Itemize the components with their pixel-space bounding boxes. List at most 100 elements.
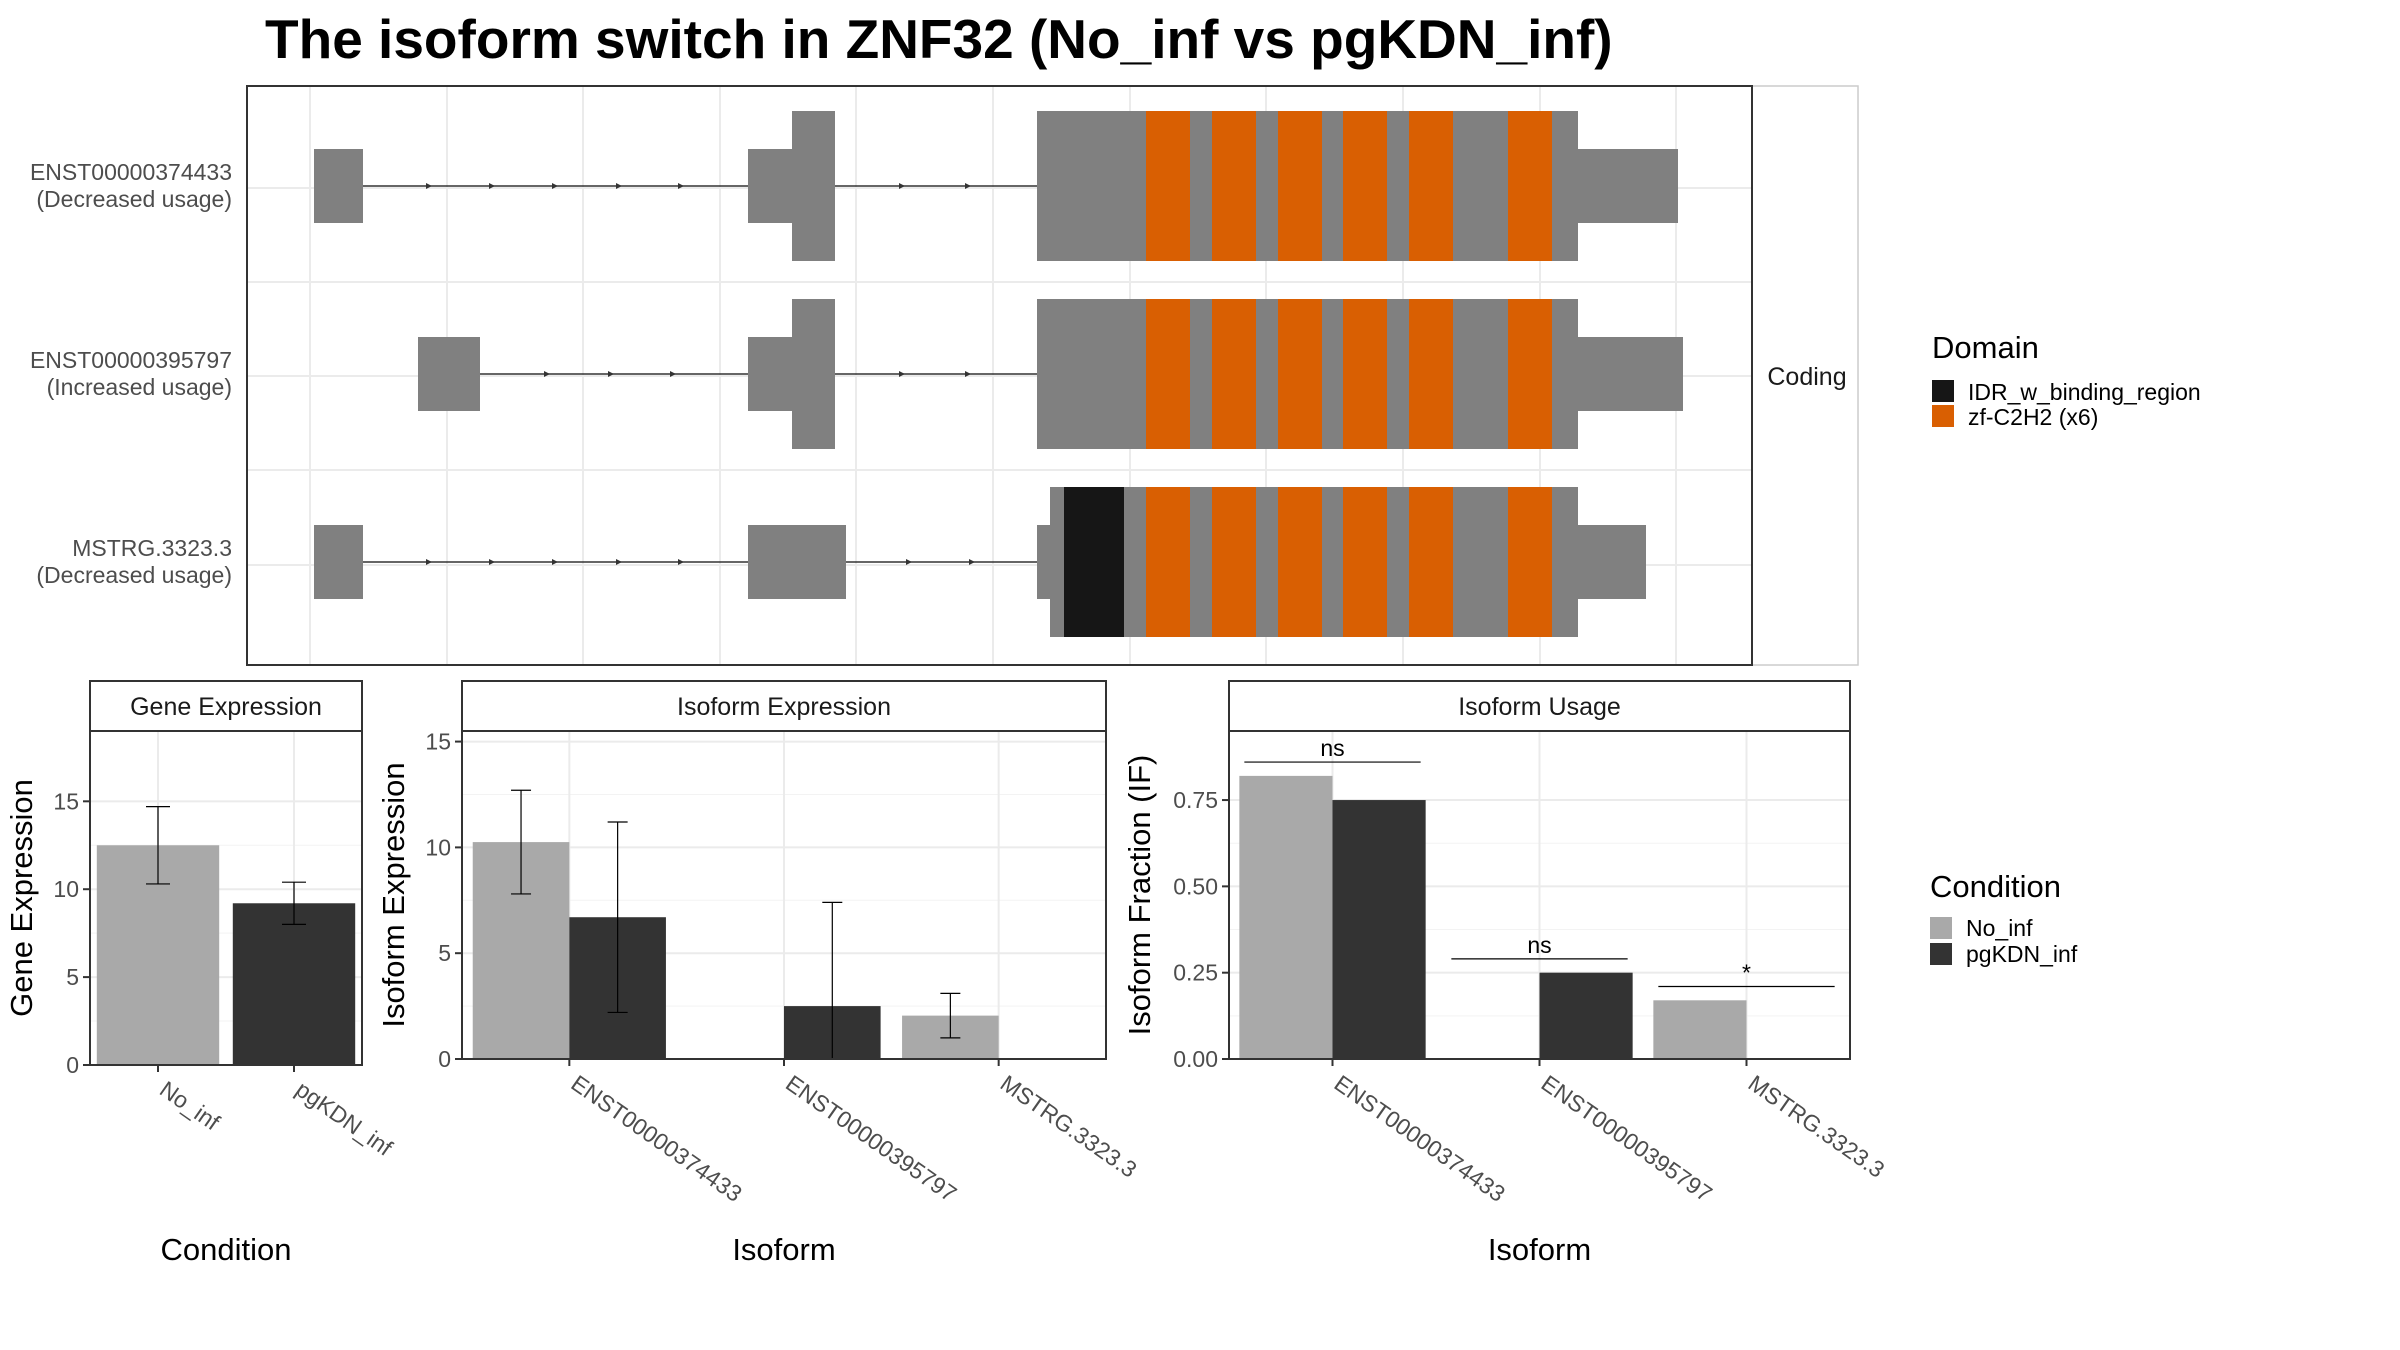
zf-c2h2-domain	[1278, 299, 1322, 449]
intron-direction-arrow	[608, 371, 614, 377]
bar-pgkdn-inf	[1332, 800, 1426, 1059]
zf-c2h2-domain	[1146, 111, 1190, 261]
legend-label-no-inf: No_inf	[1966, 915, 2033, 941]
intron-direction-arrow	[544, 371, 550, 377]
y-tick-label: 15	[425, 729, 451, 755]
zf-c2h2-domain	[1212, 487, 1256, 637]
zf-c2h2-domain	[1212, 299, 1256, 449]
intron-direction-arrow	[616, 559, 622, 565]
intron-direction-arrow	[678, 559, 684, 565]
utr-exon	[1578, 525, 1646, 599]
panel-strip-label: Isoform Expression	[677, 693, 891, 721]
transcript-usage-label: (Decreased usage)	[36, 562, 232, 588]
condition-legend-title: Condition	[1930, 869, 2061, 904]
zf-c2h2-domain	[1212, 111, 1256, 261]
zf-c2h2-domain	[1278, 111, 1322, 261]
zf-c2h2-domain	[1146, 487, 1190, 637]
idr-binding-region-domain	[1064, 487, 1124, 637]
transcript-id-label: ENST00000395797	[30, 347, 232, 373]
x-axis-title: Condition	[161, 1232, 292, 1267]
panel-border	[89, 730, 363, 1066]
intron-direction-arrow	[969, 559, 975, 565]
intron-direction-arrow	[552, 183, 558, 189]
exon-cds-part	[792, 299, 835, 449]
utr-exon	[1578, 337, 1683, 411]
exon	[748, 525, 846, 599]
intron-direction-arrow	[965, 183, 971, 189]
exon-utr-part	[1037, 525, 1050, 599]
intron-direction-arrow	[670, 371, 676, 377]
legend-label-pgkdn-inf: pgKDN_inf	[1966, 941, 2078, 967]
condition-legend: Condition No_inf pgKDN_inf	[1930, 869, 2078, 967]
y-tick-label: 0.75	[1173, 787, 1218, 813]
facet-strip-label: Coding	[1767, 363, 1846, 391]
bar-no-inf	[1239, 775, 1333, 1059]
intron-direction-arrow	[489, 183, 495, 189]
legend-label-idr: IDR_w_binding_region	[1968, 379, 2201, 405]
significance-label: ns	[1320, 735, 1344, 761]
panel-strip	[1228, 680, 1851, 732]
y-tick-label: 5	[66, 964, 79, 990]
significance-label: *	[1742, 959, 1751, 985]
significance-label: ns	[1527, 932, 1551, 958]
transcript-panel-border	[246, 85, 1753, 666]
bar-pgkdn-inf	[232, 903, 356, 1065]
bar-pgkdn-inf	[1539, 972, 1633, 1059]
y-axis-title: Gene Expression	[4, 779, 39, 1017]
intron-direction-arrow	[906, 559, 912, 565]
utr-exon	[1578, 149, 1678, 223]
zf-c2h2-domain	[1343, 111, 1387, 261]
y-axis-title: Isoform Fraction (IF)	[1122, 755, 1157, 1036]
legend-swatch-idr	[1932, 380, 1954, 402]
transcript-structure-panel: Coding ENST00000374433 (Decreased usage) EN…	[30, 85, 1859, 666]
zf-c2h2-domain	[1343, 299, 1387, 449]
intron-direction-arrow	[426, 559, 432, 565]
y-tick-label: 0.25	[1173, 960, 1218, 986]
intron-direction-arrow	[899, 371, 905, 377]
y-tick-label: 0	[438, 1046, 451, 1072]
zf-c2h2-domain	[1278, 487, 1322, 637]
y-tick-label: 10	[53, 876, 79, 902]
transcript-id-label: MSTRG.3323.3	[72, 535, 232, 561]
first-exon	[314, 149, 363, 223]
y-axis-title: Isoform Expression	[376, 762, 411, 1027]
panel-strip-label: Isoform Usage	[1458, 693, 1621, 721]
legend-swatch-pgkdn-inf	[1930, 943, 1952, 965]
domain-legend: Domain IDR_w_binding_region zf-C2H2 (x6)	[1932, 330, 2201, 430]
x-axis-title: Isoform	[732, 1232, 835, 1267]
transcript-usage-label: (Increased usage)	[47, 374, 232, 400]
y-tick-label: 0.00	[1173, 1046, 1218, 1072]
intron-direction-arrow	[426, 183, 432, 189]
intron-direction-arrow	[678, 183, 684, 189]
zf-c2h2-domain	[1409, 111, 1453, 261]
intron-direction-arrow	[965, 371, 971, 377]
legend-swatch-no-inf	[1930, 917, 1952, 939]
panel-strip	[461, 680, 1107, 732]
intron-direction-arrow	[552, 559, 558, 565]
zf-c2h2-domain	[1146, 299, 1190, 449]
y-tick-label: 0.50	[1173, 873, 1218, 899]
zf-c2h2-domain	[1508, 299, 1552, 449]
transcript-id-label: ENST00000374433	[30, 159, 232, 185]
first-exon	[418, 337, 480, 411]
domain-legend-title: Domain	[1932, 330, 2039, 365]
zf-c2h2-domain	[1508, 111, 1552, 261]
y-tick-label: 15	[53, 788, 79, 814]
intron-direction-arrow	[899, 183, 905, 189]
intron-direction-arrow	[489, 559, 495, 565]
legend-swatch-zf-c2h2	[1932, 405, 1954, 427]
intron-direction-arrow	[616, 183, 622, 189]
first-exon	[314, 525, 363, 599]
x-axis-title: Isoform	[1488, 1232, 1591, 1267]
panel-strip-label: Gene Expression	[130, 693, 322, 721]
y-tick-label: 0	[66, 1052, 79, 1078]
zf-c2h2-domain	[1343, 487, 1387, 637]
exon-utr-part	[748, 337, 792, 411]
exon-utr-part	[748, 149, 792, 223]
facet-strip	[1751, 85, 1859, 666]
panel-strip	[89, 680, 363, 732]
figure-title: The isoform switch in ZNF32 (No_inf vs p…	[265, 8, 1613, 70]
zf-c2h2-domain	[1409, 487, 1453, 637]
bar-no-inf	[1653, 1000, 1747, 1059]
